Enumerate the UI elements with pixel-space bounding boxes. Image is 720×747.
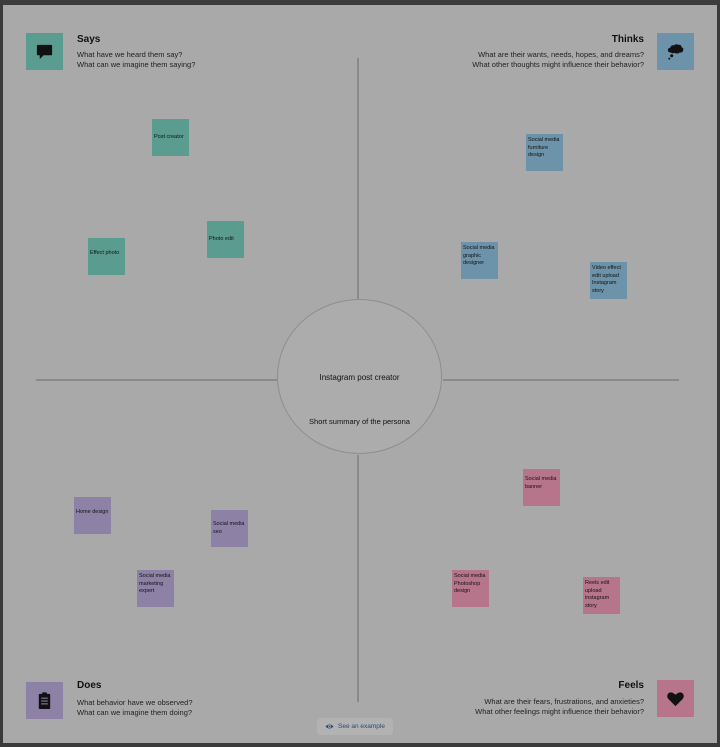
heart-icon (667, 692, 684, 707)
persona-circle[interactable]: Instagram post creator Short summary of … (277, 299, 442, 454)
sticky-note[interactable]: Social media marketing expert (137, 570, 174, 607)
see-example-label: See an example (338, 723, 385, 730)
see-example-button[interactable]: See an example (317, 718, 393, 735)
thinks-prompt-line-2: What other thoughts might influence thei… (472, 60, 644, 69)
says-prompt: What have we heard them say? What can we… (77, 50, 195, 70)
says-prompt-line-2: What can we imagine them saying? (77, 60, 196, 69)
frame-edge-bottom (0, 743, 720, 747)
feels-prompt: What are their fears, frustrations, and … (475, 697, 644, 717)
feels-prompt-line-1: What are their fears, frustrations, and … (484, 697, 644, 706)
says-icon-tile (26, 33, 63, 70)
persona-name[interactable]: Instagram post creator (319, 373, 400, 382)
thinks-prompt-line-1: What are their wants, needs, hopes, and … (478, 50, 644, 59)
sticky-note[interactable]: Photo edit (207, 221, 244, 258)
persona-summary[interactable]: Short summary of the persona (309, 417, 410, 426)
sticky-note[interactable]: Social media banner (523, 469, 560, 506)
divider-vertical-top (357, 58, 359, 299)
eye-icon (325, 724, 334, 729)
divider-horizontal-right (443, 379, 679, 381)
does-title: Does (77, 680, 102, 691)
sticky-note[interactable]: Video effect edit upload Instagram story (590, 262, 627, 299)
feels-icon-tile (657, 680, 694, 717)
says-title: Says (77, 34, 101, 45)
sticky-note[interactable]: Reels edit upload instagram story (583, 577, 620, 614)
does-prompt-line-1: What behavior have we observed? (77, 698, 193, 707)
says-prompt-line-1: What have we heard them say? (77, 50, 183, 59)
divider-horizontal-left (36, 379, 277, 381)
divider-vertical-bottom (357, 455, 359, 702)
feels-title: Feels (618, 680, 644, 691)
sticky-note[interactable]: Effect photo (88, 238, 125, 275)
sticky-note[interactable]: Social media furniture design (526, 134, 563, 171)
sticky-note[interactable]: Social media graphic designer (461, 242, 498, 279)
frame-edge-right (717, 5, 720, 747)
does-icon-tile (26, 682, 63, 719)
thinks-prompt: What are their wants, needs, hopes, and … (472, 50, 644, 70)
top-bar (0, 0, 720, 5)
sticky-note[interactable]: Post creator (152, 119, 189, 156)
speech-bubble-icon (36, 44, 53, 60)
clipboard-icon (38, 692, 51, 710)
sticky-note[interactable]: Social media seo (211, 510, 248, 547)
thought-cloud-icon (667, 44, 684, 60)
thinks-title: Thinks (611, 34, 644, 45)
does-prompt-line-2: What can we imagine them doing? (77, 708, 193, 717)
sticky-note[interactable]: Social media Photoshop design (452, 570, 489, 607)
feels-prompt-line-2: What other feelings might influence thei… (475, 707, 644, 716)
does-prompt: What behavior have we observed? What can… (77, 698, 193, 718)
sticky-note[interactable]: Home design (74, 497, 111, 534)
thinks-icon-tile (657, 33, 694, 70)
